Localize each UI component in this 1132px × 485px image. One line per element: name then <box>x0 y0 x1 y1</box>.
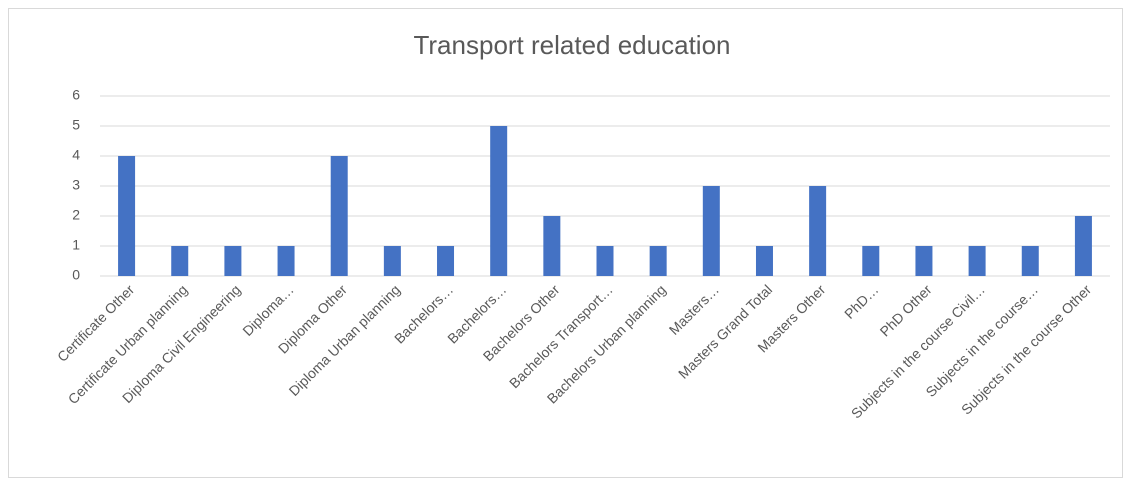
bar <box>437 246 455 276</box>
y-tick-label: 2 <box>72 207 80 223</box>
bar <box>968 246 986 276</box>
bar <box>702 186 720 276</box>
bar <box>383 246 401 276</box>
y-tick-label: 0 <box>72 267 80 283</box>
bar <box>649 246 667 276</box>
bar <box>224 246 242 276</box>
bar <box>171 246 189 276</box>
y-tick-label: 6 <box>72 87 80 103</box>
y-tick-label: 5 <box>72 117 80 133</box>
chart-title: Transport related education <box>413 30 730 60</box>
bar <box>862 246 880 276</box>
y-tick-label: 3 <box>72 177 80 193</box>
bar <box>543 216 561 276</box>
bar <box>809 186 827 276</box>
y-tick-label: 1 <box>72 237 80 253</box>
bar <box>277 246 295 276</box>
bar <box>915 246 933 276</box>
bar <box>596 246 614 276</box>
chart-border <box>8 8 1123 478</box>
y-tick-label: 4 <box>72 147 80 163</box>
bar <box>755 246 773 276</box>
bar <box>1074 216 1092 276</box>
bar <box>330 156 348 276</box>
bar <box>490 126 508 276</box>
bar <box>118 156 136 276</box>
bar <box>1021 246 1039 276</box>
